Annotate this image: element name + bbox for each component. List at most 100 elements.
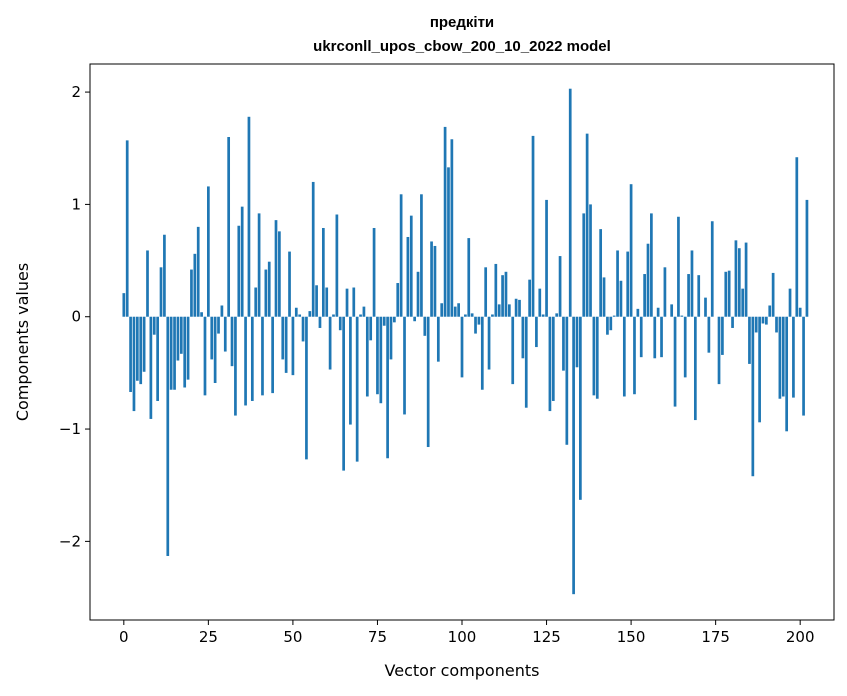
x-tick-label: 25: [199, 628, 218, 646]
bar: [230, 316, 234, 367]
bar: [386, 316, 389, 459]
bar: [775, 316, 778, 333]
bar: [663, 267, 667, 317]
bar: [163, 234, 166, 317]
bar: [156, 316, 159, 401]
bar: [535, 316, 538, 348]
bar: [622, 316, 626, 397]
bar: [562, 316, 565, 371]
bar: [362, 306, 366, 317]
bar: [633, 316, 636, 395]
bar: [382, 316, 386, 326]
bar: [200, 312, 203, 317]
x-tick-label: 75: [368, 628, 387, 646]
plot-frame: [89, 63, 835, 621]
bar: [545, 199, 548, 317]
bar: [751, 316, 755, 477]
bar: [355, 316, 359, 462]
bar: [737, 248, 741, 317]
bar: [274, 220, 278, 317]
bar: [531, 135, 535, 317]
bar: [480, 316, 484, 390]
bar: [122, 293, 126, 317]
bar: [639, 316, 643, 358]
bar: [321, 227, 325, 317]
bar: [365, 316, 369, 397]
bar: [406, 236, 410, 317]
bar: [301, 316, 305, 342]
bar: [721, 316, 724, 355]
bar: [325, 287, 329, 317]
bar: [524, 316, 528, 408]
bar: [778, 316, 782, 399]
bar: [491, 314, 494, 317]
bar: [305, 316, 308, 460]
bar: [507, 304, 511, 317]
bar: [636, 308, 640, 317]
bar: [606, 316, 609, 335]
bar: [761, 316, 765, 324]
bar: [575, 316, 579, 368]
bar: [788, 288, 792, 317]
bar: [166, 316, 170, 556]
bar: [646, 243, 650, 317]
bar: [687, 274, 690, 317]
bar: [514, 298, 518, 317]
bar: [558, 256, 562, 317]
bar: [423, 316, 427, 336]
bar: [494, 263, 498, 317]
bar: [278, 231, 281, 317]
bar: [142, 316, 146, 372]
y-axis-ticks: −2 −1 0 1 2: [59, 83, 90, 550]
bar: [393, 316, 396, 323]
x-tick-label: 0: [119, 628, 129, 646]
bar: [731, 316, 734, 328]
bar: [196, 226, 200, 317]
bar: [261, 316, 264, 396]
bar: [139, 316, 143, 385]
bar: [308, 311, 312, 317]
bar: [470, 313, 474, 317]
y-axis-label: Components values: [13, 263, 32, 421]
bar: [352, 287, 356, 317]
bar: [802, 316, 805, 416]
bar: [349, 316, 352, 425]
y-tick-label: 0: [71, 308, 81, 326]
bar: [450, 139, 454, 317]
bar: [159, 267, 163, 317]
bar: [284, 316, 288, 373]
bar: [379, 316, 383, 404]
bar: [234, 316, 237, 416]
bar: [504, 271, 508, 317]
bar: [328, 316, 332, 370]
bar: [220, 305, 224, 317]
bar: [288, 251, 291, 317]
bar: [467, 238, 471, 317]
bar: [602, 277, 606, 317]
bar: [528, 279, 531, 317]
bar: [447, 167, 450, 317]
bar: [568, 88, 572, 317]
bar: [724, 271, 728, 317]
bar: [697, 275, 701, 317]
bar: [765, 316, 768, 325]
bar: [707, 316, 711, 353]
bar: [582, 213, 586, 317]
bar: [650, 213, 653, 317]
bar: [572, 316, 575, 595]
bar: [680, 315, 684, 317]
bar: [474, 316, 477, 334]
bar: [335, 214, 339, 317]
bar: [792, 316, 795, 398]
bar: [176, 316, 180, 361]
bar: [264, 269, 268, 317]
bar: [758, 316, 761, 423]
bar: [186, 316, 190, 380]
bar: [464, 314, 467, 317]
bar: [223, 316, 227, 352]
bar: [453, 306, 457, 317]
bar: [704, 297, 707, 317]
x-tick-label: 200: [786, 628, 815, 646]
bar: [457, 303, 460, 317]
bar: [152, 316, 156, 335]
